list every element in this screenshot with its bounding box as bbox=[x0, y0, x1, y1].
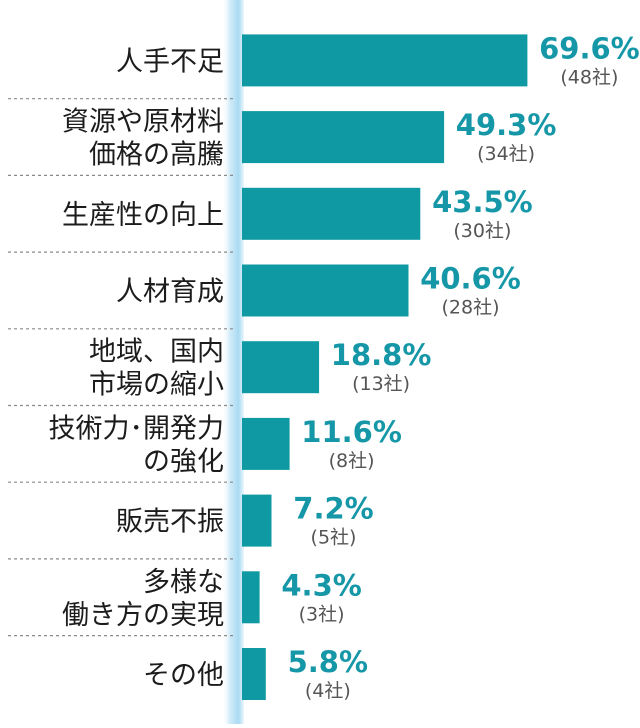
axis-glow-band bbox=[222, 0, 244, 724]
category-label: 技術力･開発力 bbox=[49, 413, 225, 444]
count-label: (5社) bbox=[311, 527, 357, 549]
bar bbox=[242, 648, 266, 700]
value-label: 69.6% bbox=[539, 31, 640, 65]
value-labels-group: 69.6%(48社)49.3%(34社) 43.5%(30社) 40.6%(28社)… bbox=[281, 31, 639, 702]
category-label: その他 bbox=[143, 660, 224, 691]
value-label: 43.5% bbox=[432, 185, 533, 219]
value-label: 4.3% bbox=[281, 568, 361, 602]
value-label: 49.3% bbox=[456, 108, 557, 142]
category-label: 生産性の向上 bbox=[62, 200, 224, 231]
count-label: (34社) bbox=[477, 143, 535, 165]
count-label: (48社) bbox=[560, 66, 618, 88]
category-label: 働き方の実現 bbox=[62, 600, 224, 631]
category-label: 価格の高騰 bbox=[89, 140, 224, 171]
bar bbox=[242, 417, 290, 470]
count-label: (3社) bbox=[299, 603, 345, 625]
category-label: の強化 bbox=[143, 446, 224, 477]
category-label: 人材育成 bbox=[116, 277, 224, 308]
bar bbox=[242, 571, 260, 624]
category-label: 市場の縮小 bbox=[89, 370, 224, 401]
row-separators bbox=[8, 98, 236, 637]
count-label: (13社) bbox=[352, 373, 410, 395]
count-label: (30社) bbox=[453, 220, 511, 242]
bar bbox=[242, 341, 320, 394]
value-label: 7.2% bbox=[293, 492, 373, 526]
bars-group bbox=[242, 34, 528, 700]
count-label: (8社) bbox=[329, 450, 375, 472]
category-label: 多様な bbox=[143, 567, 224, 598]
count-label: (28社) bbox=[441, 297, 499, 319]
count-label: (4社) bbox=[305, 680, 351, 702]
value-label: 18.8% bbox=[331, 338, 432, 372]
category-label: 販売不振 bbox=[116, 507, 224, 538]
category-label: 地域、国内 bbox=[89, 337, 224, 368]
value-label: 11.6% bbox=[301, 415, 402, 449]
value-label: 5.8% bbox=[288, 645, 368, 679]
category-label: 資源や原材料 bbox=[62, 107, 224, 138]
bar bbox=[242, 494, 272, 547]
category-labels-group: 人手不足資源や原材料価格の高騰生産性の向上人材育成地域、国内市場の縮小技術力･開… bbox=[49, 46, 225, 691]
bar bbox=[242, 187, 421, 240]
bar bbox=[242, 34, 528, 87]
bar bbox=[242, 111, 445, 164]
bar bbox=[242, 264, 409, 317]
value-label: 40.6% bbox=[420, 262, 521, 296]
category-label: 人手不足 bbox=[116, 46, 224, 77]
